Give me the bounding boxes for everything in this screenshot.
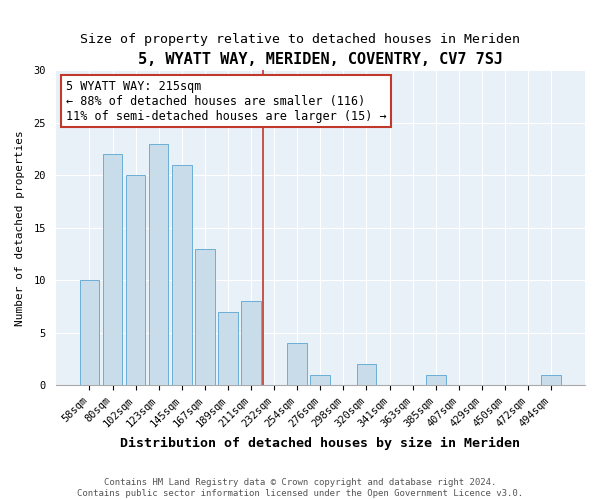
Bar: [80, 280, 99, 386]
Bar: [426, 375, 446, 386]
Bar: [241, 301, 261, 386]
Bar: [218, 312, 238, 386]
Bar: [172, 164, 191, 386]
Text: Size of property relative to detached houses in Meriden: Size of property relative to detached ho…: [80, 32, 520, 46]
Y-axis label: Number of detached properties: Number of detached properties: [15, 130, 25, 326]
Bar: [310, 375, 330, 386]
Bar: [195, 248, 215, 386]
Bar: [287, 343, 307, 386]
Title: 5, WYATT WAY, MERIDEN, COVENTRY, CV7 7SJ: 5, WYATT WAY, MERIDEN, COVENTRY, CV7 7SJ: [138, 52, 503, 68]
Bar: [356, 364, 376, 386]
Bar: [126, 175, 145, 386]
Bar: [541, 375, 561, 386]
Bar: [103, 154, 122, 386]
X-axis label: Distribution of detached houses by size in Meriden: Distribution of detached houses by size …: [120, 437, 520, 450]
Text: 5 WYATT WAY: 215sqm
← 88% of detached houses are smaller (116)
11% of semi-detac: 5 WYATT WAY: 215sqm ← 88% of detached ho…: [66, 80, 387, 122]
Bar: [149, 144, 169, 386]
Text: Contains HM Land Registry data © Crown copyright and database right 2024.
Contai: Contains HM Land Registry data © Crown c…: [77, 478, 523, 498]
